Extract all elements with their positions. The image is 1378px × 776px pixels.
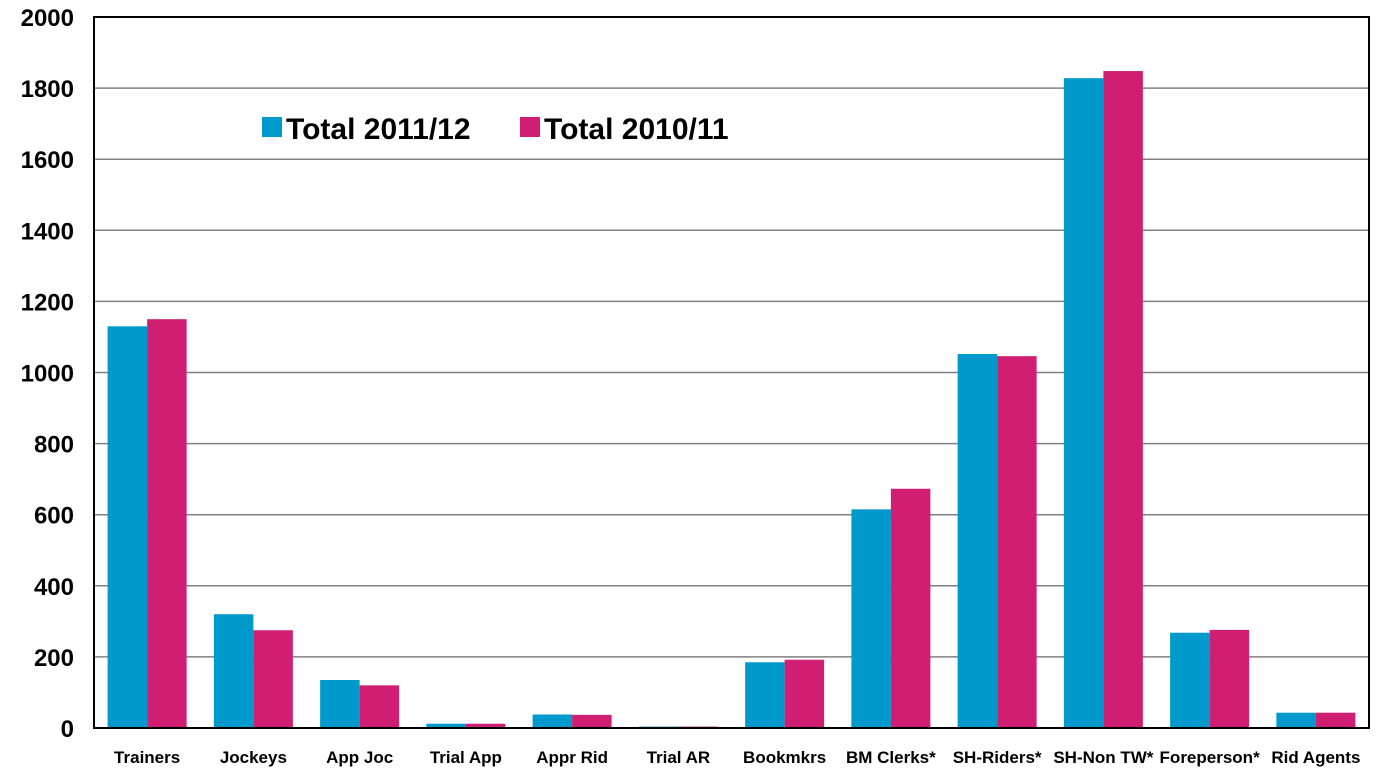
y-tick-label: 1600 <box>21 147 74 174</box>
x-tick-label: SH-Non TW* <box>1053 748 1153 767</box>
bar-total-2010-11 <box>572 714 612 728</box>
bar-total-2011-12 <box>426 723 466 728</box>
bars <box>107 71 1356 728</box>
bar-total-2010-11 <box>1315 712 1356 728</box>
x-tick-label: Trial AR <box>647 748 711 767</box>
gridlines <box>94 87 1369 658</box>
bar-total-2010-11 <box>1103 71 1143 728</box>
legend-label: Total 2010/11 <box>544 113 729 146</box>
bar-total-2011-12 <box>213 614 254 728</box>
bar-total-2011-12 <box>1063 78 1104 728</box>
bar-total-2011-12 <box>957 354 998 728</box>
legend-swatch <box>262 117 282 137</box>
x-tick-label: Appr Rid <box>536 748 608 767</box>
y-tick-label: 0 <box>61 716 74 743</box>
bar-total-2011-12 <box>1276 712 1316 728</box>
x-tick-label: BM Clerks* <box>846 748 936 767</box>
y-tick-label: 1800 <box>21 76 74 103</box>
x-tick-label: Jockeys <box>220 748 287 767</box>
bar-total-2010-11 <box>784 659 825 728</box>
y-tick-label: 600 <box>34 503 74 530</box>
x-tick-label: Foreperson* <box>1160 748 1261 767</box>
legend-swatch <box>520 117 540 137</box>
bar-total-2011-12 <box>107 326 148 728</box>
bar-total-2010-11 <box>890 488 931 728</box>
y-tick-label: 1200 <box>21 289 74 316</box>
y-tick-label: 1000 <box>21 361 74 388</box>
bar-total-2010-11 <box>359 685 400 728</box>
bar-total-2011-12 <box>320 680 360 728</box>
x-tick-label: SH-Riders* <box>953 748 1042 767</box>
y-tick-label: 200 <box>34 645 74 672</box>
bar-total-2011-12 <box>1170 632 1210 728</box>
bar-total-2011-12 <box>851 509 891 728</box>
y-tick-label: 800 <box>34 432 74 459</box>
y-axis-tick-labels: 0 200 400 600 800 1000 1200 1400 1600 1800 2000 <box>21 5 74 743</box>
x-tick-label: Bookmkrs <box>743 748 826 767</box>
bar-total-2010-11 <box>465 723 506 728</box>
y-tick-label: 400 <box>34 574 74 601</box>
bar-total-2011-12 <box>745 662 785 728</box>
x-tick-label: Rid Agents <box>1271 748 1360 767</box>
x-tick-label: Trial App <box>430 748 502 767</box>
bar-total-2010-11 <box>147 319 187 728</box>
y-tick-label: 2000 <box>21 5 74 32</box>
plot-area-frame <box>93 16 1370 729</box>
legend: Total 2011/12 Total 2010/11 <box>262 113 729 146</box>
bar-total-2011-12 <box>532 714 573 728</box>
bar-total-2010-11 <box>1209 629 1250 728</box>
x-tick-label: Trainers <box>114 748 180 767</box>
x-tick-label: App Joc <box>326 748 393 767</box>
bar-total-2010-11 <box>997 356 1037 728</box>
legend-label: Total 2011/12 <box>286 113 471 146</box>
x-axis-tick-labels: Trainers Jockeys App Joc Trial App Appr Rid T… <box>114 748 1360 767</box>
y-tick-label: 1400 <box>21 218 74 245</box>
bar-total-2010-11 <box>253 630 293 728</box>
